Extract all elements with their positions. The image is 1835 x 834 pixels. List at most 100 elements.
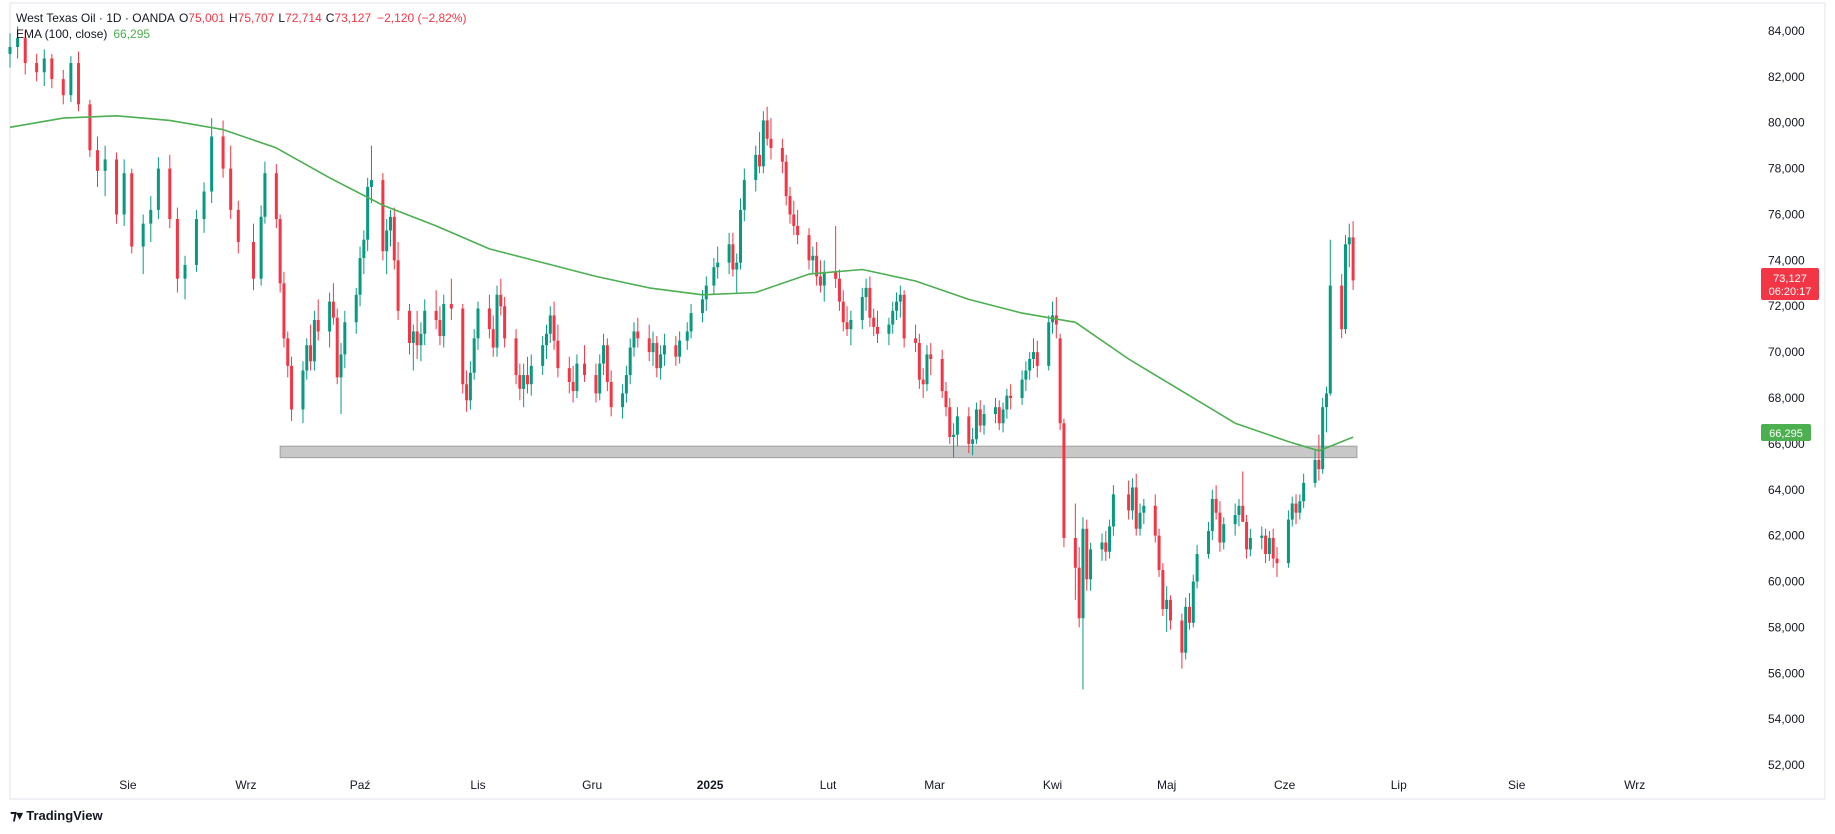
candle-body [328,301,332,332]
candle [343,310,347,369]
candle-body [651,342,655,353]
candle [1085,519,1089,591]
candle [685,322,689,350]
candle-body [868,287,872,318]
candle [385,219,389,275]
candle-body [1267,537,1271,554]
time-axis[interactable]: Sie Wrz Paź Lis Gru 2025 Lut Mar Kwi Maj Cze Lip Sie… [119,778,1645,792]
candle-body [769,138,773,148]
y-tick-label: 76,000 [1768,207,1805,221]
candle-body [461,308,465,385]
candle [366,177,370,252]
candle [978,400,982,433]
candle [841,290,845,332]
candle-body [689,313,693,332]
candle [1054,297,1058,339]
candle [544,324,548,359]
candle [305,338,309,380]
candle [940,349,944,398]
candle [997,400,1001,431]
x-tick-label: Lut [820,778,837,792]
candle-body [609,381,613,408]
candle-body [1321,407,1325,470]
candle-body [61,79,65,96]
candle-body [23,37,27,64]
candle-body [780,147,784,162]
candle-body [168,168,172,220]
candle-body [914,338,918,343]
candle-body [335,317,339,378]
candle-body [1161,570,1165,610]
candle-body [423,310,427,334]
candle-body [632,331,636,348]
candle-body [96,150,100,171]
x-tick-label: Kwi [1043,778,1062,792]
candle [468,361,472,410]
candle-body [598,363,602,394]
candle [993,398,997,424]
candle-body [408,310,412,343]
candle [301,361,305,424]
candle-body [449,303,453,309]
candle-body [263,173,267,217]
candle-body [529,365,533,385]
candle-body [1180,620,1184,653]
candle-body [685,331,689,341]
candle-body [925,354,929,385]
symbol-title[interactable]: West Texas Oil · 1D · OANDA [16,11,175,25]
candle [408,303,412,355]
ema-legend-row[interactable]: EMA (100, close) 66,295 [16,26,467,42]
candle-body [141,223,145,247]
candle [792,200,796,236]
candle-body [605,345,609,382]
candle-body [130,173,134,247]
candle [678,331,682,364]
candle [1138,503,1142,536]
tradingview-logo[interactable]: ⁊▾ TradingView [10,807,103,824]
candle-body [921,379,925,385]
ohlc-legend-row[interactable]: West Texas Oil · 1D · OANDA O 75,001 H 75,… [16,10,467,26]
chart-legend: West Texas Oil · 1D · OANDA O 75,001 H 75,… [16,10,467,42]
candle [811,246,815,275]
candle-body [236,209,240,242]
candles [8,26,1355,690]
candle [1313,450,1317,488]
candle [274,164,278,229]
candle-body [415,331,419,346]
candle [845,306,849,337]
candle [704,276,708,311]
candle [1077,547,1081,628]
candle [674,336,678,366]
candle [1165,586,1169,632]
candle-body [929,354,933,359]
x-tick-label: Sie [1508,778,1526,792]
candle-body [765,120,769,139]
candle [567,356,571,394]
candle-body [1233,515,1237,525]
candle-body [1248,537,1252,550]
candle [1298,494,1302,520]
support-zone[interactable] [279,445,1358,459]
candle [88,99,92,158]
candle-body [1184,606,1188,653]
candle-body [1275,558,1279,564]
candle [860,287,864,330]
candle-body [290,365,294,410]
candle [647,324,651,362]
candle-body [993,407,997,415]
candle [396,242,400,320]
candle [316,299,320,341]
price-axis[interactable]: 52,000 54,000 56,000 58,000 60,000 62,000 64,0… [1768,24,1805,772]
y-tick-label: 52,000 [1768,758,1805,772]
candle-body [1241,505,1245,522]
support-zone-rect[interactable] [279,445,1358,459]
candle [1153,494,1157,543]
candle [834,225,838,288]
candle [415,310,419,359]
candle-body [845,322,849,330]
candle [921,368,925,398]
candle [419,322,423,362]
candle-body [1058,338,1062,424]
ema-legend-label[interactable]: EMA (100, close) [16,27,108,41]
